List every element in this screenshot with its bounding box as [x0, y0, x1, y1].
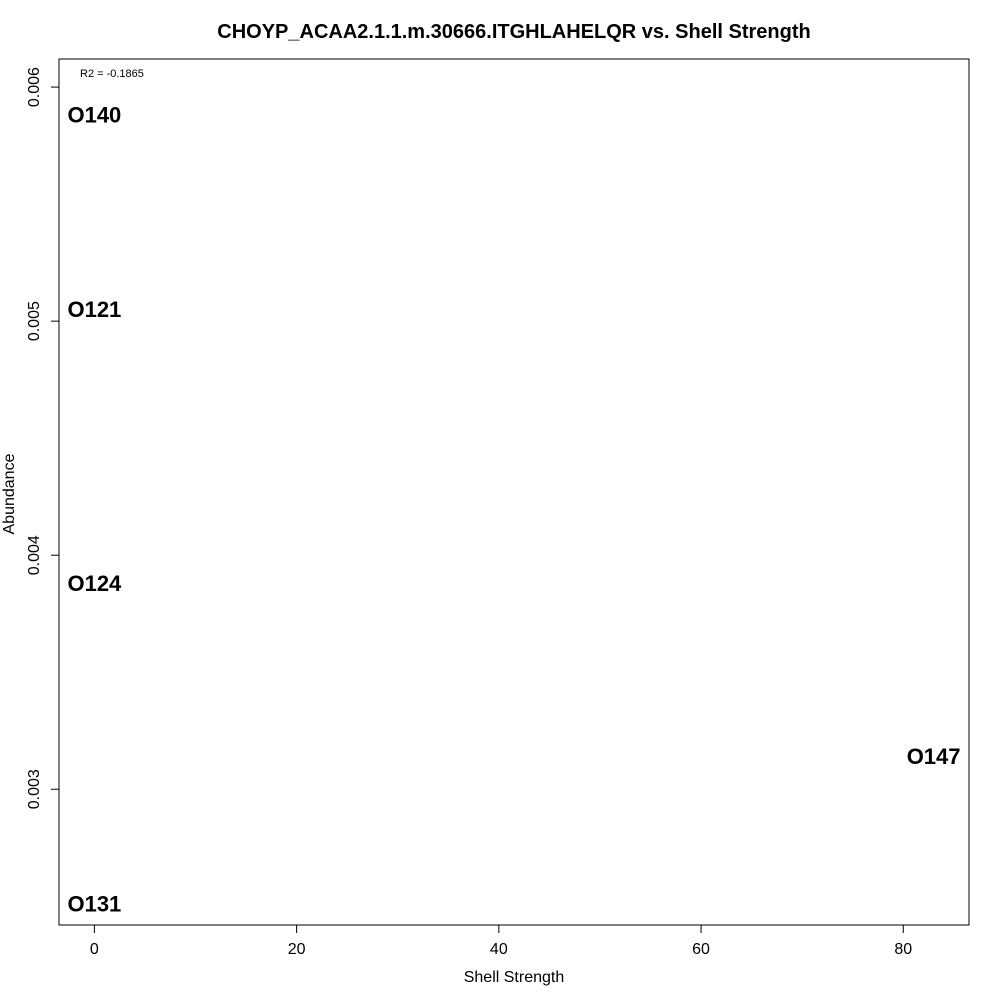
x-axis-label: Shell Strength	[464, 969, 565, 986]
data-point-label: O124	[67, 571, 122, 596]
x-tick-label: 20	[288, 941, 306, 958]
data-points: O140 O121 O124 O147 O131	[67, 103, 960, 917]
y-tick-label: 0.003	[26, 769, 43, 809]
data-point-label: O131	[67, 891, 121, 916]
data-point-label: O147	[907, 744, 961, 769]
y-tick-label: 0.004	[26, 535, 43, 575]
data-point-label: O140	[67, 103, 121, 128]
x-tick-label: 40	[490, 941, 508, 958]
x-axis: 0 20 40 60 80	[90, 924, 912, 958]
x-tick-label: 60	[692, 941, 710, 958]
x-tick-label: 80	[894, 941, 912, 958]
x-tick-label: 0	[90, 941, 99, 958]
chart-title: CHOYP_ACAA2.1.1.m.30666.ITGHLAHELQR vs. …	[217, 21, 811, 43]
y-axis: 0.003 0.004 0.005 0.006	[26, 67, 60, 809]
y-tick-label: 0.006	[26, 67, 43, 107]
y-tick-label: 0.005	[26, 301, 43, 341]
r2-annotation: R2 = -0.1865	[80, 68, 144, 80]
plot-area-border	[58, 58, 970, 926]
y-axis-label: Abundance	[1, 453, 18, 534]
data-point-label: O121	[67, 297, 121, 322]
